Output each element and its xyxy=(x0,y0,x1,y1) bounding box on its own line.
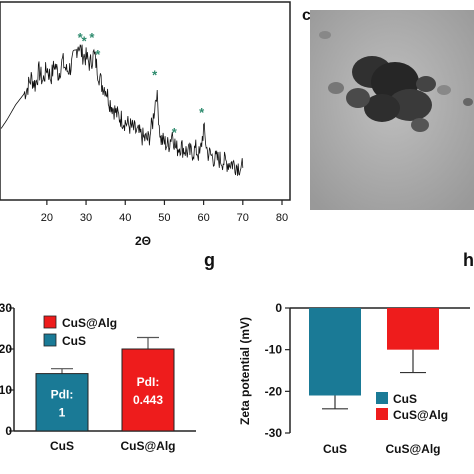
tem-particle-cluster xyxy=(319,31,473,132)
xrd-peak-markers: ** ***** xyxy=(78,30,205,140)
h-legend-swatch xyxy=(376,408,388,420)
g-bar-label: PdI: xyxy=(137,375,160,389)
h-bar-CuS@Alg xyxy=(387,308,439,350)
g-y-tick-label: 30 xyxy=(0,301,12,315)
g-y-tick-label: 20 xyxy=(0,342,12,356)
h-category-label: CuS@Alg xyxy=(385,442,440,456)
xrd-x-ticks: 20 30 40 50 60 70 80 xyxy=(41,200,288,224)
g-legend-label: CuS xyxy=(62,334,86,348)
peak-marker-5: * xyxy=(172,125,178,140)
peak-marker-2: * xyxy=(89,30,95,45)
h-legend-swatch xyxy=(376,392,388,404)
g-category-label: CuS xyxy=(50,439,74,453)
g-bar-CuS xyxy=(35,373,89,432)
g-legend-swatch xyxy=(43,315,57,329)
h-y-tick-label: -30 xyxy=(265,426,283,440)
peak-marker-1: * xyxy=(82,33,88,48)
h-y-tick-label: -10 xyxy=(265,343,283,357)
g-bars: PdI: 1 CuS PdI: 0.443 CuS@Alg xyxy=(35,336,176,453)
h-y-ticks: 0 -10 -20 -30 xyxy=(265,301,290,440)
g-y-tick-label: 10 xyxy=(0,383,12,397)
xrd-panel: ** ***** 20 30 40 50 60 70 80 2Θ xyxy=(0,1,291,248)
xrd-tick-label: 20 xyxy=(41,212,53,224)
h-y-tick-label: -20 xyxy=(265,384,283,398)
tem-panel: c xyxy=(302,7,474,210)
xrd-tick-label: 60 xyxy=(197,212,209,224)
xrd-tick-label: 30 xyxy=(80,212,92,224)
panel-letter-c: c xyxy=(302,7,311,24)
h-legend: CuS CuS@Alg xyxy=(376,392,448,422)
xrd-pattern-line xyxy=(0,44,244,176)
xrd-x-axis-label: 2Θ xyxy=(135,234,151,248)
xrd-tick-label: 50 xyxy=(158,212,170,224)
zeta-bar-panel: h Zeta potential (mV) 0 -10 -20 -30 CuS CuS@… xyxy=(238,250,474,456)
h-y-tick-label: 0 xyxy=(275,301,282,315)
peak-marker-0: * xyxy=(78,30,84,45)
panel-letter-h: h xyxy=(463,250,474,270)
xrd-plot-frame xyxy=(0,1,291,201)
g-category-label: CuS@Alg xyxy=(120,439,175,453)
xrd-tick-label: 40 xyxy=(119,212,131,224)
h-legend-label: CuS xyxy=(393,392,417,406)
h-bars: CuS CuS@Alg xyxy=(309,308,441,456)
xrd-tick-label: 70 xyxy=(237,212,249,224)
peak-marker-6: * xyxy=(199,105,205,120)
g-bar-CuS@Alg xyxy=(121,348,175,432)
g-y-tick-label: 0 xyxy=(5,424,12,438)
h-legend-label: CuS@Alg xyxy=(393,408,448,422)
g-legend-label: CuS@Alg xyxy=(62,316,117,330)
xrd-tick-label: 80 xyxy=(276,212,288,224)
g-legend-swatch xyxy=(43,333,57,347)
panel-letter-g: g xyxy=(204,250,215,270)
peak-marker-3: * xyxy=(95,47,101,62)
h-y-axis-label: Zeta potential (mV) xyxy=(238,317,252,425)
g-bar-label: PdI: xyxy=(51,387,74,401)
g-bar-label: 1 xyxy=(59,405,66,419)
pdi-bar-panel: g 0 10 20 30 PdI: 1 CuS PdI: 0.443 CuS@Alg CuS@A… xyxy=(0,250,215,453)
g-bar-label: 0.443 xyxy=(133,393,163,407)
g-legend: CuS@Alg CuS xyxy=(43,315,117,348)
peak-marker-4: * xyxy=(152,67,158,82)
h-category-label: CuS xyxy=(323,442,347,456)
g-y-ticks: 0 10 20 30 xyxy=(0,301,14,438)
h-bar-CuS xyxy=(309,308,361,396)
